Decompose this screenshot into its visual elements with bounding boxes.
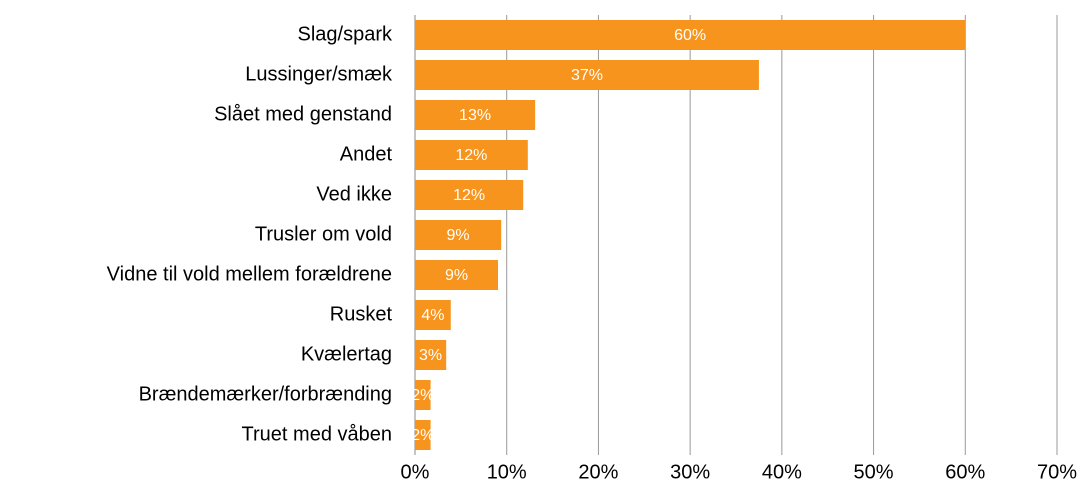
- bar: [415, 180, 524, 210]
- y-tick-label: Ved ikke: [316, 183, 392, 205]
- x-tick-label: 40%: [762, 461, 802, 483]
- value-label: 3%: [419, 347, 442, 364]
- y-tick-label: Vidne til vold mellem forældrene: [107, 263, 392, 285]
- bar: [415, 300, 451, 330]
- y-tick-label: Rusket: [330, 303, 393, 325]
- y-tick-label: Slået med genstand: [214, 103, 392, 125]
- value-label: 12%: [453, 187, 485, 204]
- bar: [415, 140, 528, 170]
- x-tick-label: 60%: [945, 461, 985, 483]
- value-label: 4%: [421, 307, 444, 324]
- bar: [415, 260, 499, 290]
- x-tick-label: 30%: [670, 461, 710, 483]
- y-tick-label: Andet: [340, 143, 393, 165]
- bar: [415, 20, 966, 50]
- value-label: 60%: [674, 27, 706, 44]
- x-tick-label: 70%: [1037, 461, 1077, 483]
- value-label: 9%: [445, 267, 468, 284]
- bar: [415, 420, 431, 450]
- bar: [415, 340, 447, 370]
- value-label: 13%: [459, 107, 491, 124]
- y-tick-label: Brændemærker/forbrænding: [139, 383, 392, 405]
- x-tick-label: 0%: [401, 461, 430, 483]
- bar: [415, 100, 536, 130]
- y-tick-label: Truet med våben: [242, 423, 392, 445]
- bar: [415, 220, 502, 250]
- value-label: 9%: [447, 227, 470, 244]
- bar: [415, 60, 759, 90]
- value-label: 37%: [571, 67, 603, 84]
- y-tick-label: Kvælertag: [301, 343, 392, 365]
- value-label: 2%: [411, 427, 434, 444]
- bar: [415, 380, 431, 410]
- value-label: 12%: [455, 147, 487, 164]
- y-tick-label: Lussinger/smæk: [245, 63, 393, 85]
- x-tick-label: 10%: [487, 461, 527, 483]
- x-tick-label: 50%: [854, 461, 894, 483]
- value-label: 2%: [411, 387, 434, 404]
- y-tick-label: Trusler om vold: [255, 223, 392, 245]
- y-tick-label: Slag/spark: [298, 23, 393, 45]
- x-tick-label: 20%: [578, 461, 618, 483]
